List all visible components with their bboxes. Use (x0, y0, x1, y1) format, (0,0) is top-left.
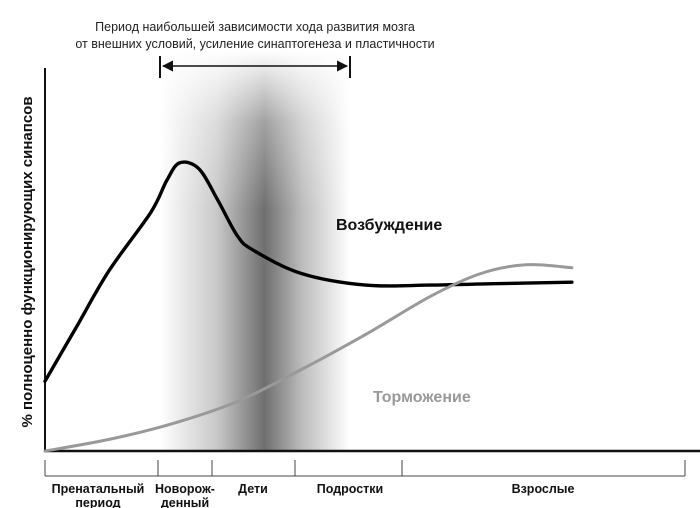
svg-text:Подростки: Подростки (317, 482, 384, 496)
period-adolescents: Подростки (317, 482, 384, 496)
period-children: Дети (238, 482, 268, 496)
excitation-curve (43, 160, 574, 383)
inhibition-label: Торможение (373, 389, 471, 406)
period-prenatal: Пренатальный период (52, 482, 145, 508)
svg-text:Взрослые: Взрослые (512, 482, 575, 496)
svg-text:Дети: Дети (238, 482, 268, 496)
annotation-line-1: Период наибольшей зависимости хода разви… (95, 20, 415, 34)
timeline (44, 460, 686, 477)
annotation-arrow (159, 56, 351, 78)
svg-text:период: период (75, 496, 120, 508)
svg-text:денный: денный (161, 496, 209, 508)
period-adults: Взрослые (512, 482, 575, 496)
y-axis-label: % полноценно функционирующих синапсов (19, 96, 36, 427)
annotation-line-2: от внешних условий, усиление синаптогене… (75, 37, 434, 51)
period-newborn: Новорож- денный (155, 482, 215, 508)
excitation-label: Возбуждение (336, 217, 442, 234)
svg-text:Новорож-: Новорож- (155, 482, 215, 496)
svg-text:Пренатальный: Пренатальный (52, 482, 145, 496)
inhibition-curve (43, 263, 574, 453)
